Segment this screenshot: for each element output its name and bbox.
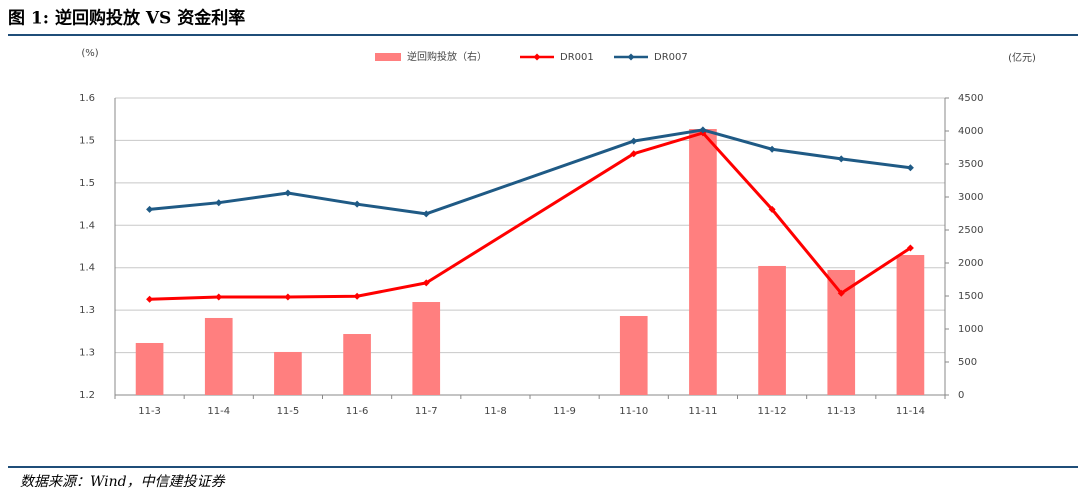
line-marker xyxy=(353,292,361,300)
y-tick-label: 1.2 xyxy=(79,390,95,401)
bar xyxy=(274,351,302,395)
legend-label: DR007 xyxy=(654,52,688,63)
line-marker xyxy=(906,164,914,172)
bar xyxy=(827,269,856,395)
x-tick-label: 11-9 xyxy=(553,406,576,417)
line-marker xyxy=(422,210,430,218)
line-gap-connector xyxy=(425,139,635,216)
y2-tick-label: 4000 xyxy=(958,126,983,137)
y2-tick-label: 4500 xyxy=(958,93,983,104)
x-tick-label: 11-5 xyxy=(277,406,300,417)
legend-label: DR001 xyxy=(560,52,594,63)
line-marker xyxy=(215,199,223,207)
line-marker xyxy=(837,155,845,163)
line-gap-connector xyxy=(425,152,635,285)
y2-tick-label: 3500 xyxy=(958,159,983,170)
line-marker xyxy=(353,200,361,208)
y2-tick-label: 2500 xyxy=(958,225,983,236)
bar xyxy=(135,342,164,395)
bar xyxy=(343,334,371,395)
y2-tick-label: 1000 xyxy=(958,324,983,335)
y2-tick-label: 500 xyxy=(958,357,977,368)
legend-label: 逆回购投放（右） xyxy=(407,50,487,63)
x-tick-label: 11-11 xyxy=(688,406,717,417)
y2-axis-unit: (亿元) xyxy=(1008,51,1036,64)
x-tick-label: 11-13 xyxy=(827,406,856,417)
bar xyxy=(412,302,441,395)
line-marker xyxy=(284,189,292,197)
line-marker xyxy=(906,244,914,252)
line-marker xyxy=(422,279,430,287)
bar xyxy=(689,129,717,395)
bar xyxy=(619,315,648,395)
line-marker xyxy=(768,205,776,213)
figure-title: 图 1: 逆回购投放 VS 资金利率 xyxy=(8,8,245,29)
line-marker xyxy=(768,145,776,153)
x-tick-label: 11-14 xyxy=(896,406,925,417)
line-marker xyxy=(215,293,223,301)
legend-swatch-marker xyxy=(533,53,541,61)
legend-swatch-marker xyxy=(627,53,635,61)
y-axis-unit: (%) xyxy=(81,48,98,59)
x-tick-label: 11-7 xyxy=(415,406,438,417)
y-tick-label: 1.4 xyxy=(79,263,95,274)
legend-swatch xyxy=(375,53,401,61)
y-tick-label: 1.5 xyxy=(79,135,95,146)
line-marker xyxy=(699,126,707,134)
x-tick-label: 11-6 xyxy=(346,406,369,417)
bar xyxy=(204,317,233,395)
bar xyxy=(758,265,786,395)
source-note: 数据来源：Wind，中信建投证券 xyxy=(20,474,226,490)
line-marker xyxy=(837,289,845,297)
y-tick-label: 1.5 xyxy=(79,178,95,189)
y-tick-label: 1.6 xyxy=(79,93,95,104)
line-marker xyxy=(146,205,154,213)
x-tick-label: 11-3 xyxy=(138,406,161,417)
line-marker xyxy=(630,137,638,145)
y2-tick-label: 0 xyxy=(958,390,964,401)
bar xyxy=(896,255,925,395)
y2-tick-label: 3000 xyxy=(958,192,983,203)
line-marker xyxy=(146,295,154,303)
y-tick-label: 1.3 xyxy=(79,348,95,359)
x-tick-label: 11-4 xyxy=(207,406,230,417)
y2-tick-label: 1500 xyxy=(958,291,983,302)
line-marker xyxy=(284,293,292,301)
y2-tick-label: 2000 xyxy=(958,258,983,269)
x-tick-label: 11-8 xyxy=(484,406,507,417)
y-tick-label: 1.3 xyxy=(79,305,95,316)
line-marker xyxy=(630,150,638,158)
y-tick-label: 1.4 xyxy=(79,220,95,231)
x-tick-label: 11-12 xyxy=(758,406,787,417)
x-tick-label: 11-10 xyxy=(619,406,648,417)
